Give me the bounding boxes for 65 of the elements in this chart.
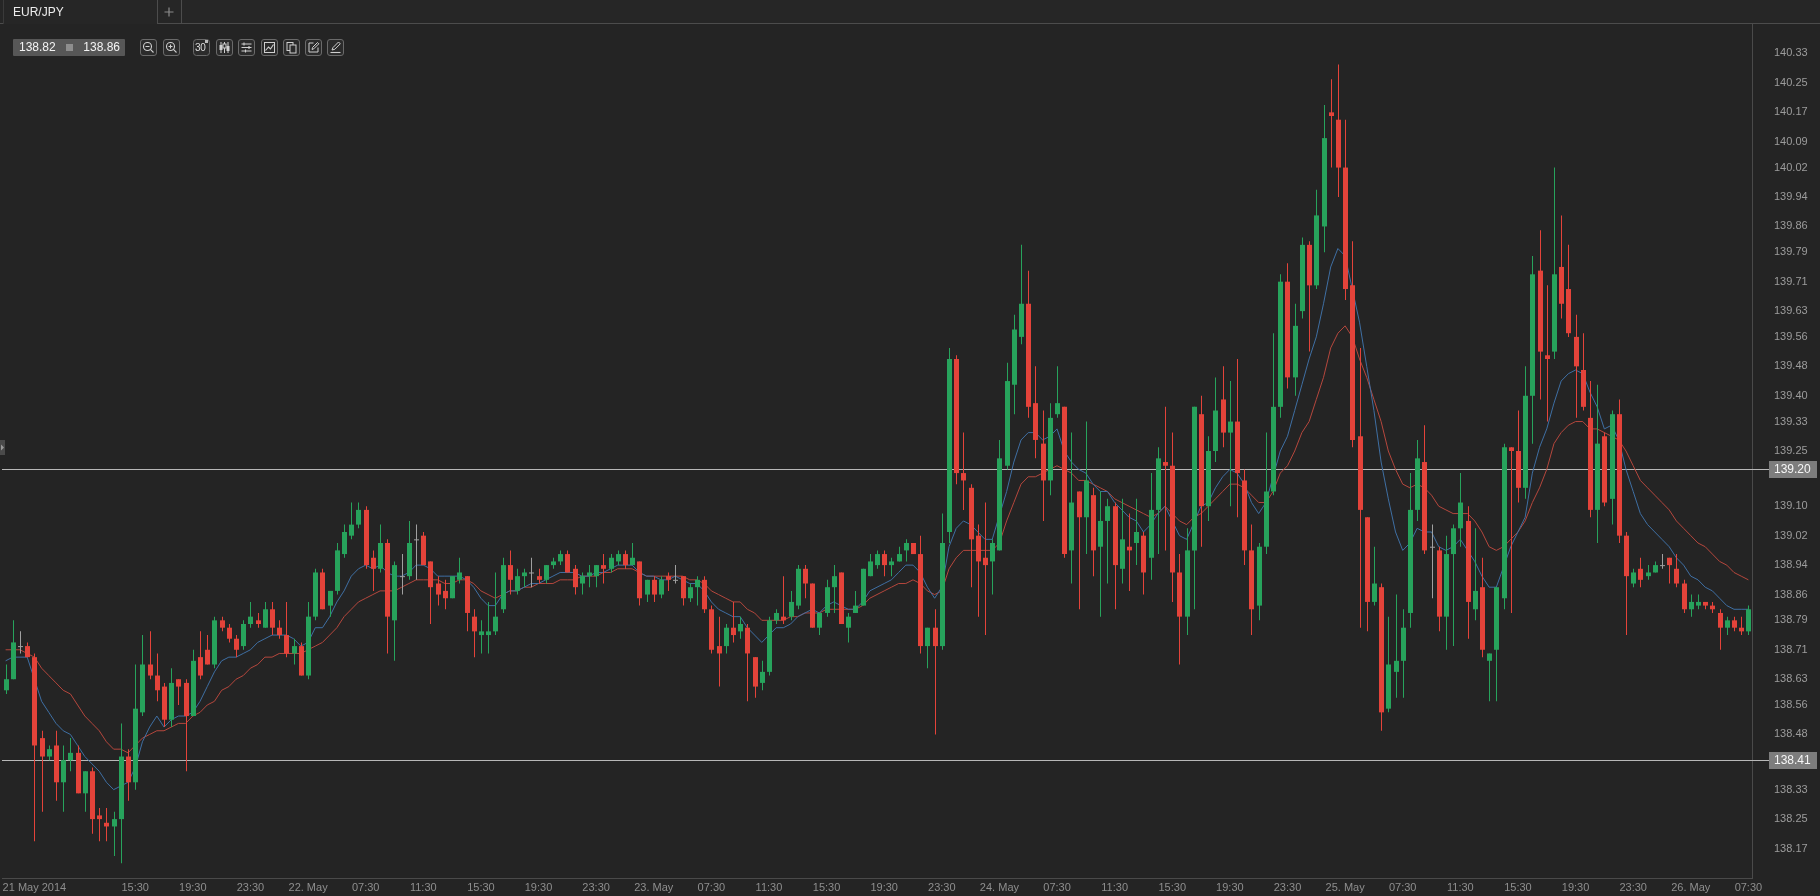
x-tick-label: 23:30 (1273, 880, 1302, 893)
chart-title: EUR/JPY (13, 5, 64, 19)
x-tick-label: 19:30 (1216, 880, 1244, 893)
y-tick-label: 140.02 (1774, 160, 1808, 173)
x-tick-label: 15:30 (467, 880, 495, 893)
y-tick-label: 138.56 (1774, 698, 1808, 711)
y-tick-label: 138.25 (1774, 812, 1808, 825)
y-tick-label: 139.63 (1774, 304, 1808, 317)
y-tick-label: 139.33 (1774, 414, 1808, 427)
y-tick-label: 138.79 (1774, 613, 1808, 626)
x-tick-label: 25. May (1325, 880, 1366, 893)
x-tick-label: 24. May (979, 880, 1020, 893)
x-tick-label: 19:30 (1561, 880, 1590, 893)
candlestick (911, 543, 916, 555)
x-tick-label: 23:30 (236, 880, 265, 893)
x-tick-label: 07:30 (1043, 880, 1071, 893)
annotation: 138.86 (83, 40, 120, 54)
y-tick-label: 138.17 (1774, 841, 1808, 854)
y-tick-label: 139.10 (1774, 499, 1808, 512)
y-tick-label: 140.25 (1774, 75, 1808, 88)
x-tick-label: 07:30 (697, 880, 726, 893)
y-tick-label: 140.17 (1774, 105, 1808, 118)
x-tick-label: 11:30 (1101, 880, 1129, 893)
y-tick-label: 138.71 (1774, 642, 1808, 655)
y-tick-label: 138.94 (1774, 558, 1808, 571)
x-tick-label: 07:30 (1734, 880, 1763, 893)
x-tick-label: 15:30 (1504, 880, 1532, 893)
y-tick-label: 139.48 (1774, 359, 1808, 372)
annotation: 138.82 (19, 40, 56, 54)
x-tick-label: 19:30 (524, 880, 553, 893)
x-tick-label: 23:30 (582, 880, 610, 893)
y-tick-label: 139.86 (1774, 219, 1808, 232)
x-tick-label: 07:30 (1388, 880, 1417, 893)
y-tick-label: 139.02 (1774, 528, 1808, 541)
y-tick-label: 138.48 (1774, 727, 1808, 740)
y-tick-label: 139.79 (1774, 245, 1808, 258)
x-tick-label: 11:30 (1446, 880, 1474, 893)
x-tick-label: 15:30 (812, 880, 841, 893)
x-tick-label: 21 May 2014 (2, 880, 67, 893)
y-tick-label: 139.25 (1774, 444, 1808, 457)
y-tick-label: 138.86 (1774, 587, 1808, 600)
ref-line-label: 139.20 (1774, 461, 1812, 476)
y-tick-label: 138.33 (1774, 782, 1808, 795)
x-tick-label: 26. May (1671, 880, 1711, 893)
x-tick-label: 23. May (634, 880, 674, 893)
x-tick-label: 22. May (288, 880, 329, 893)
x-tick-label: 23:30 (928, 880, 956, 893)
x-tick-label: 15:30 (121, 880, 149, 893)
y-tick-label: 139.40 (1774, 388, 1808, 401)
y-tick-label: 140.33 (1774, 46, 1808, 59)
y-tick-label: 139.56 (1774, 329, 1808, 342)
x-tick-label: 15:30 (1158, 880, 1187, 893)
x-tick-label: 07:30 (351, 880, 380, 893)
x-tick-label: 19:30 (179, 880, 207, 893)
ref-line-label: 138.41 (1774, 752, 1812, 767)
x-tick-label: 23:30 (1619, 880, 1647, 893)
y-tick-label: 138.63 (1774, 672, 1808, 685)
candlestick (450, 576, 455, 599)
x-tick-label: 11:30 (755, 880, 783, 893)
y-tick-label: 139.94 (1774, 190, 1808, 203)
annotation: 30 (195, 42, 206, 53)
x-tick-label: 11:30 (409, 880, 437, 893)
y-tick-label: 140.09 (1774, 134, 1808, 147)
x-tick-label: 19:30 (870, 880, 898, 893)
y-tick-label: 139.71 (1774, 274, 1808, 287)
